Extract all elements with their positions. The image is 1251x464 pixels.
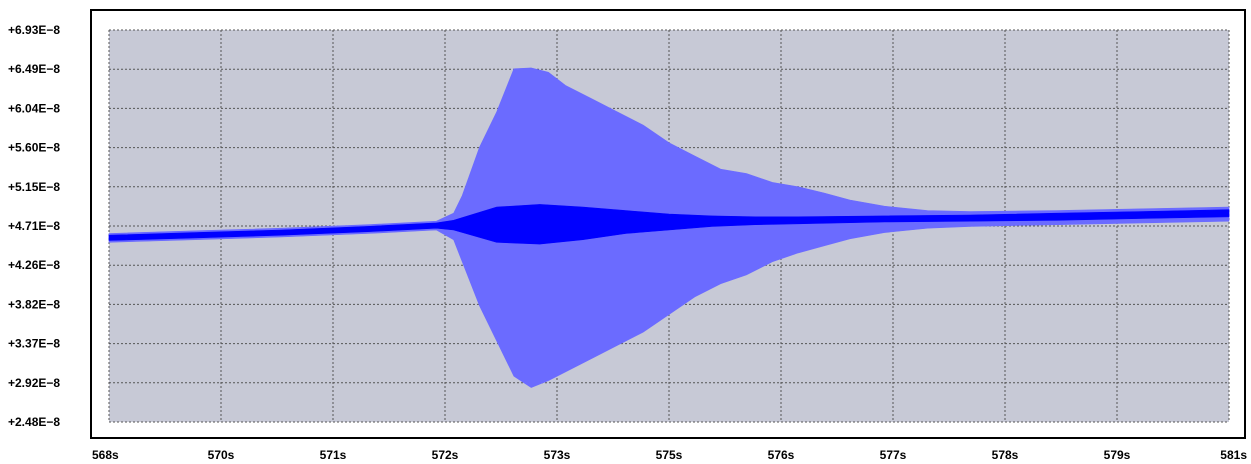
x-tick-label: 568s (92, 448, 119, 462)
x-tick-label: 572s (432, 448, 459, 462)
y-tick-label: +6.04E−8 (8, 101, 60, 115)
y-tick-label: +5.60E−8 (8, 141, 60, 155)
x-tick-label: 571s (320, 448, 347, 462)
x-axis-ticks: 568s 570s 571s 572s 573s 575s 576s 577s 578s 579s… (92, 448, 1247, 462)
x-tick-label: 573s (544, 448, 571, 462)
y-axis-ticks: +6.93E−8 +6.49E−8 +6.04E−8 +5.60E−8 +5.15E−8… (8, 23, 60, 429)
x-tick-label: 579s (1104, 448, 1131, 462)
x-tick-label: 577s (880, 448, 907, 462)
y-tick-label: +4.26E−8 (8, 258, 60, 272)
x-tick-label: 576s (768, 448, 795, 462)
y-tick-label: +2.48E−8 (8, 415, 60, 429)
y-tick-label: +3.37E−8 (8, 337, 60, 351)
y-tick-label: +4.71E−8 (8, 219, 60, 233)
chart-frame (90, 9, 1246, 439)
y-tick-label: +5.15E−8 (8, 180, 60, 194)
y-tick-label: +3.82E−8 (8, 297, 60, 311)
x-tick-label: 578s (992, 448, 1019, 462)
y-tick-label: +6.49E−8 (8, 62, 60, 76)
waveform-core (108, 204, 1230, 245)
x-tick-label: 575s (656, 448, 683, 462)
x-tick-label: 570s (208, 448, 235, 462)
y-tick-label: +6.93E−8 (8, 23, 60, 37)
y-tick-label: +2.92E−8 (8, 376, 60, 390)
x-tick-label: 581s (1220, 448, 1247, 462)
waveform-series (108, 67, 1230, 388)
